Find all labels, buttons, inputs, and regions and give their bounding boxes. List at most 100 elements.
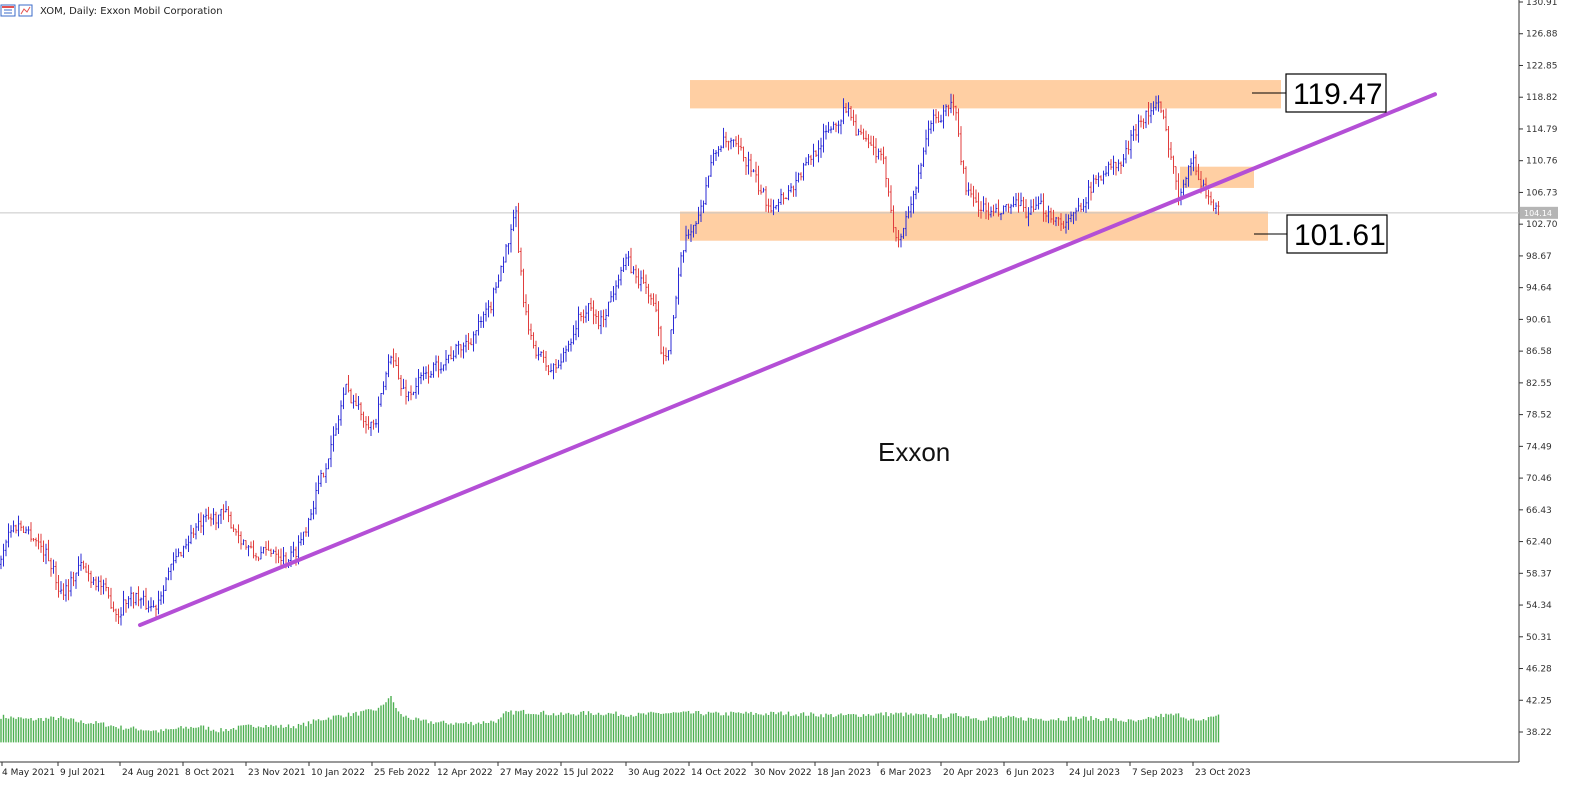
candle-bull [1157,95,1160,112]
trendline-layer[interactable] [138,92,1437,628]
candle-bear [57,574,60,598]
candle-bear [665,347,667,362]
candle-bull [25,526,27,534]
chart-symbol-title: XOM, Daily: Exxon Mobil Corporation [40,6,223,17]
candle-bull [512,209,515,232]
candle-bear [470,338,472,346]
candle-bull [837,120,840,134]
candle-bear [460,344,462,358]
candle-bear [1207,189,1210,205]
candle-bear [117,608,120,625]
candle-bull [932,109,935,132]
candle-bull [1132,125,1135,141]
candle-bear [107,586,110,599]
candle-bull [1005,204,1007,212]
candle-bull [442,364,445,372]
y-tick-label: 82.55 [1526,379,1552,389]
trendline[interactable] [138,92,1437,628]
candle-bear [755,161,757,183]
candle-bear [1095,175,1097,185]
candle-bull [172,552,175,571]
candle-bull [1030,199,1032,215]
candle-bear [860,124,862,136]
candle-bull [905,210,907,237]
candle-bull [910,196,912,218]
candle-bear [657,301,660,337]
candle-bear [207,506,210,520]
candle-bull [1067,214,1070,230]
candle-bear [1197,163,1200,181]
candle-bear [222,504,225,520]
candle-bull [687,229,690,239]
candle-bear [800,172,802,181]
candle-bear [1175,166,1177,190]
candle-bear [947,104,950,117]
candle-bull [915,186,917,200]
candle-bull [342,387,345,410]
candle-bull [752,169,755,173]
candle-bear [405,379,407,405]
candle-bear [985,197,987,220]
candle-bear [1060,213,1062,231]
candle-bull [790,183,792,193]
candle-bull [140,597,142,609]
candle-bear [392,348,395,368]
y-tick-label: 130.91 [1526,0,1558,8]
candle-bear [1142,118,1145,130]
candle-bear [637,268,640,289]
candle-bull [292,541,295,558]
candle-bull [335,423,337,436]
candle-bull [912,190,915,214]
candle-bull [560,353,562,370]
candle-bull [317,475,320,495]
candle-bear [427,364,430,384]
candle-bull [220,508,222,525]
candle-bear [1100,175,1102,181]
candle-bull [170,563,172,581]
candle-bear [745,157,747,175]
candle-bear [892,205,895,233]
current-price-tag: 104.14 [1520,206,1558,219]
candle-bull [780,188,782,206]
candle-bull [282,547,285,567]
candle-bull [167,567,170,581]
candle-bull [127,596,130,609]
candle-bull [52,559,55,574]
candle-bull [1202,179,1205,187]
x-tick-label: 14 Oct 2022 [691,768,747,778]
indicator-window-icon[interactable] [18,4,33,17]
candle-bull [102,579,105,595]
candle-bear [437,355,440,378]
candle-bull [432,362,435,378]
x-tick-label: 12 Apr 2022 [437,768,493,778]
candle-bear [1032,198,1035,213]
y-tick-label: 90.61 [1526,315,1552,325]
chart-window-icon[interactable] [0,4,16,17]
candle-bull [10,525,12,538]
candle-bear [1062,220,1065,229]
x-tick-label: 25 Feb 2022 [374,768,430,778]
candle-bear [397,357,400,380]
candle-bull [462,342,465,359]
candle-bear [970,183,972,198]
candle-bear [1140,115,1142,128]
candle-bear [965,166,967,196]
x-tick-label: 30 Nov 2022 [754,768,812,778]
candle-bear [15,524,17,534]
candle-bull [430,370,432,379]
candle-bear [267,540,270,551]
candle-bull [505,244,507,263]
candle-bull [302,531,305,545]
candle-bear [35,537,37,547]
candle-bear [642,269,645,284]
candle-bull [472,331,475,352]
candle-bear [1090,181,1092,201]
candle-bull [777,198,780,213]
candle-bull [455,343,457,359]
candle-bear [360,402,362,421]
candle-bull [732,139,735,148]
candle-bull [672,314,675,335]
candle-bull [710,154,712,177]
callout-label: 119.47 [1293,78,1383,111]
